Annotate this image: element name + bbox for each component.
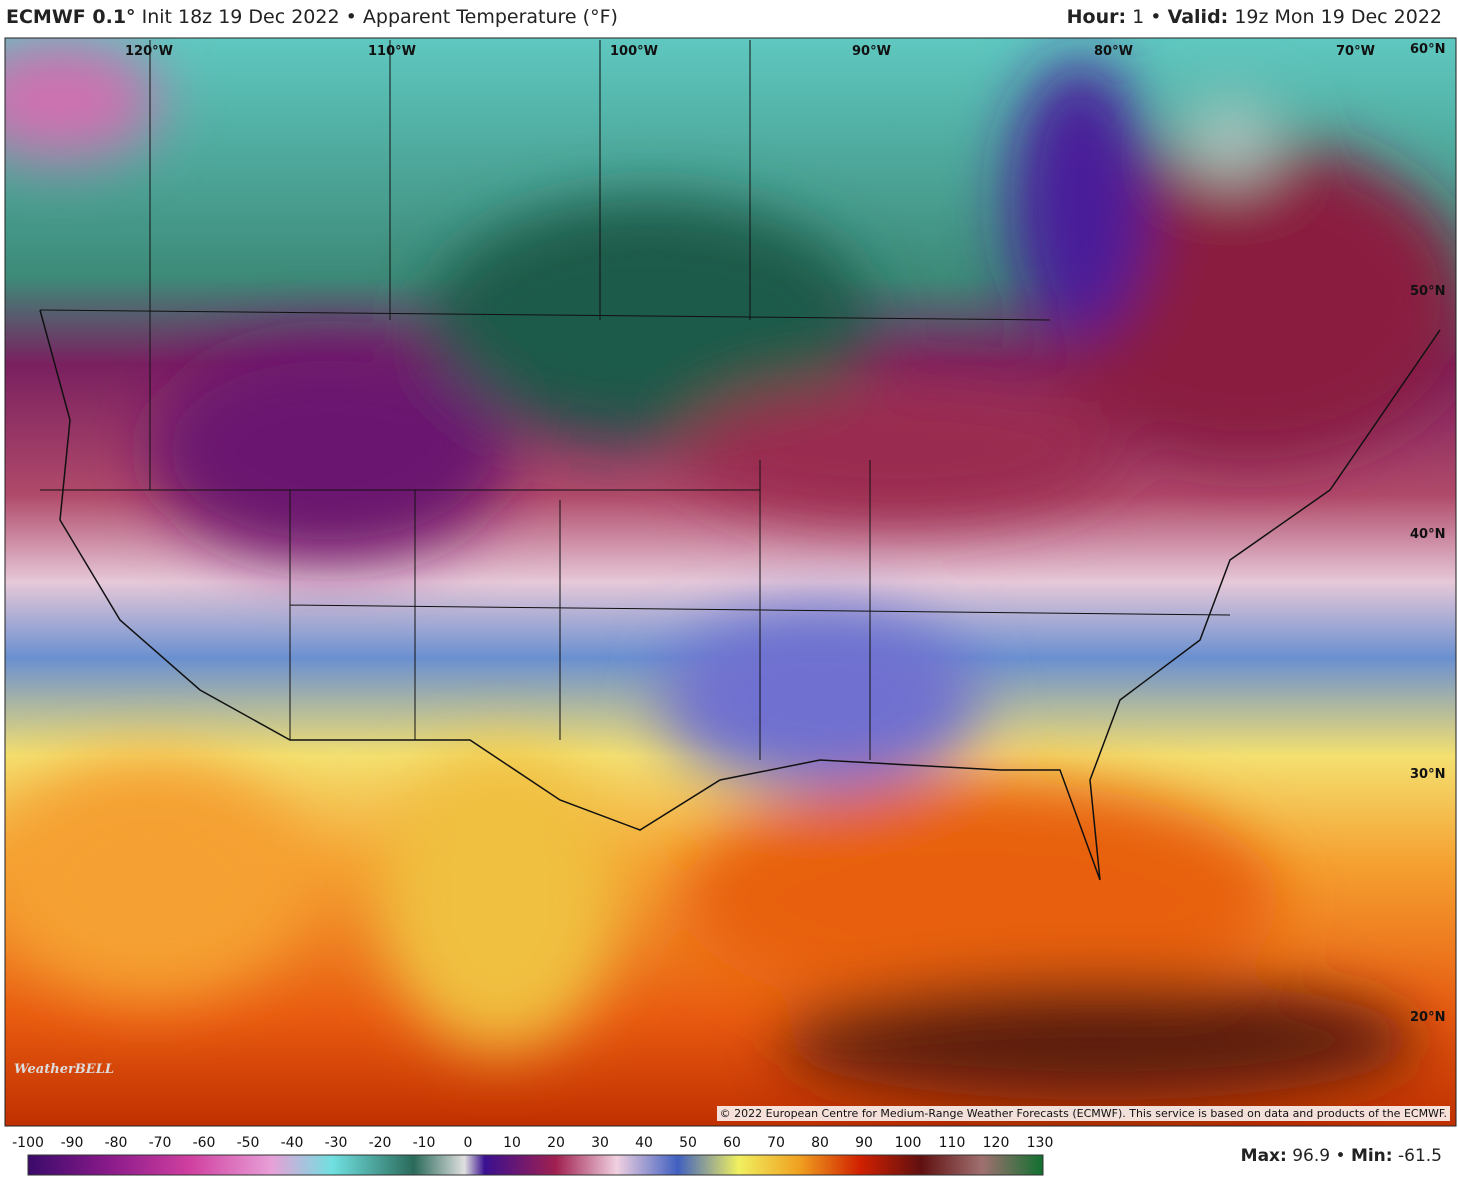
colorbar-label: -100 (12, 1135, 44, 1151)
colorbar-label: 110 (938, 1135, 966, 1151)
init: Init 18z 19 Dec 2022 (141, 6, 340, 28)
state-borders (39, 40, 1231, 760)
lat-label: 40°N (1410, 527, 1446, 542)
header-right: Hour: 1 • Valid: 19z Mon 19 Dec 2022 (1067, 6, 1442, 28)
hour: 1 (1132, 6, 1145, 28)
copyright: © 2022 European Centre for Medium-Range … (716, 1106, 1450, 1121)
header-left: ECMWF 0.1° Init 18z 19 Dec 2022 • Appare… (6, 6, 618, 28)
model: ECMWF 0.1° (6, 6, 136, 28)
lon-label: 80°W (1094, 44, 1133, 59)
logo: WeatherBELL (14, 1062, 114, 1077)
lon-label: 100°W (610, 44, 658, 59)
colorbar-label: 40 (635, 1135, 653, 1151)
colorbar-label: -40 (280, 1135, 304, 1151)
colorbar (27, 1154, 1044, 1176)
colorbar-label: 130 (1026, 1135, 1054, 1151)
separator: • (1335, 1146, 1346, 1166)
colorbar-label: -80 (104, 1135, 128, 1151)
lon-label: 90°W (852, 44, 891, 59)
separator: • (345, 6, 357, 28)
lat-label: 60°N (1410, 42, 1446, 57)
max: 96.9 (1292, 1146, 1331, 1166)
colorbar-label: 20 (547, 1135, 565, 1151)
map-field (5, 38, 1456, 1126)
min: -61.5 (1398, 1146, 1442, 1166)
colorbar-label: 100 (894, 1135, 922, 1151)
field: Apparent Temperature (°F) (362, 6, 618, 28)
colorbar-label: -90 (60, 1135, 84, 1151)
footer: Max: 96.9 • Min: -61.5 (1241, 1146, 1442, 1166)
valid: 19z Mon 19 Dec 2022 (1234, 6, 1442, 28)
temperature-blobs (5, 40, 1456, 1100)
colorbar-label: 90 (855, 1135, 873, 1151)
colorbar-label: 70 (767, 1135, 785, 1151)
lon-label: 70°W (1336, 44, 1375, 59)
colorbar-label: 0 (463, 1135, 473, 1151)
colorbar-label: -50 (236, 1135, 260, 1151)
colorbar-label: -10 (412, 1135, 436, 1151)
map-frame (4, 37, 1457, 1127)
colorbar-label: 120 (982, 1135, 1010, 1151)
coastline (39, 309, 1441, 881)
hour-label: Hour: (1066, 6, 1127, 28)
colorbar-label: 50 (679, 1135, 697, 1151)
lat-label: 20°N (1410, 1010, 1446, 1025)
lat-label: 50°N (1410, 284, 1446, 299)
colorbar-label: 30 (591, 1135, 609, 1151)
max-label: Max: (1240, 1146, 1287, 1166)
colorbar-label: 80 (811, 1135, 829, 1151)
separator: • (1150, 6, 1162, 28)
colorbar-label: 10 (503, 1135, 521, 1151)
colorbar-label: -20 (368, 1135, 392, 1151)
lon-label: 120°W (125, 44, 173, 59)
lon-label: 110°W (368, 44, 416, 59)
min-label: Min: (1350, 1146, 1393, 1166)
lat-label: 30°N (1410, 767, 1446, 782)
colorbar-label: -30 (324, 1135, 348, 1151)
colorbar-label: -70 (148, 1135, 172, 1151)
valid-label: Valid: (1167, 6, 1229, 28)
colorbar-label: 60 (723, 1135, 741, 1151)
colorbar-label: -60 (192, 1135, 216, 1151)
